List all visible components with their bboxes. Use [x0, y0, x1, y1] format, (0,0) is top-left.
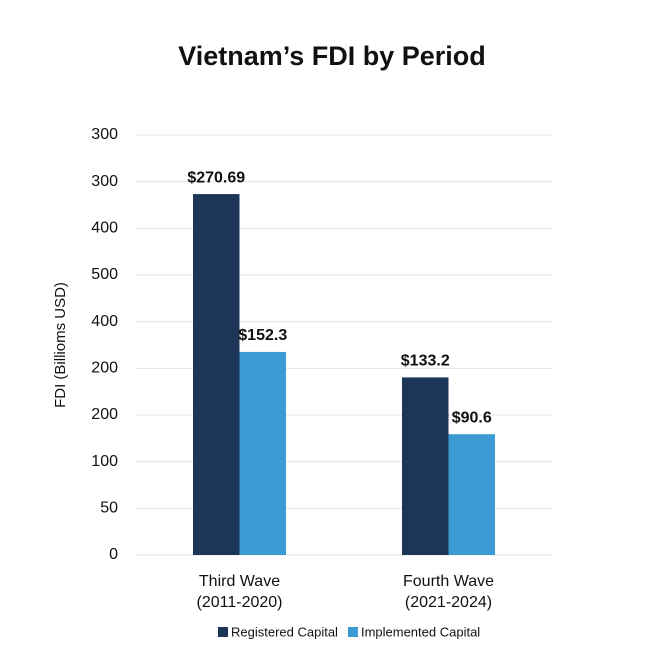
x-tick-label: Fourth Wave — [403, 573, 494, 590]
x-tick-label: (2021-2024) — [405, 594, 492, 611]
y-tick-label: 50 — [100, 500, 118, 517]
value-label: $270.69 — [187, 169, 245, 186]
y-tick-label: 400 — [91, 220, 118, 237]
y-axis-label: FDI (Billioms USD) — [52, 282, 69, 408]
legend-swatch — [218, 627, 228, 637]
value-label: $90.6 — [452, 409, 492, 426]
bar — [402, 377, 449, 555]
chart-title: Vietnam’s FDI by Period — [178, 41, 486, 71]
y-tick-label: 200 — [91, 360, 118, 377]
y-tick-label: 500 — [91, 266, 118, 283]
x-tick-label: (2011-2020) — [197, 594, 283, 611]
y-tick-label: 300 — [91, 126, 118, 143]
bar — [448, 434, 495, 555]
value-label: $133.2 — [401, 353, 450, 370]
legend-swatch — [347, 627, 358, 637]
bar — [239, 351, 286, 555]
y-tick-label: 400 — [91, 313, 118, 330]
legend-label: Implemented Capital — [361, 624, 480, 639]
y-tick-label: 300 — [91, 173, 118, 190]
value-label: $152.3 — [238, 327, 287, 344]
bar — [193, 194, 240, 555]
legend-label: Registered Capital — [231, 624, 338, 639]
y-tick-label: 200 — [91, 406, 118, 423]
y-tick-label: 100 — [91, 453, 118, 470]
y-tick-label: 0 — [109, 546, 118, 563]
x-tick-label: Third Wave — [199, 573, 280, 590]
